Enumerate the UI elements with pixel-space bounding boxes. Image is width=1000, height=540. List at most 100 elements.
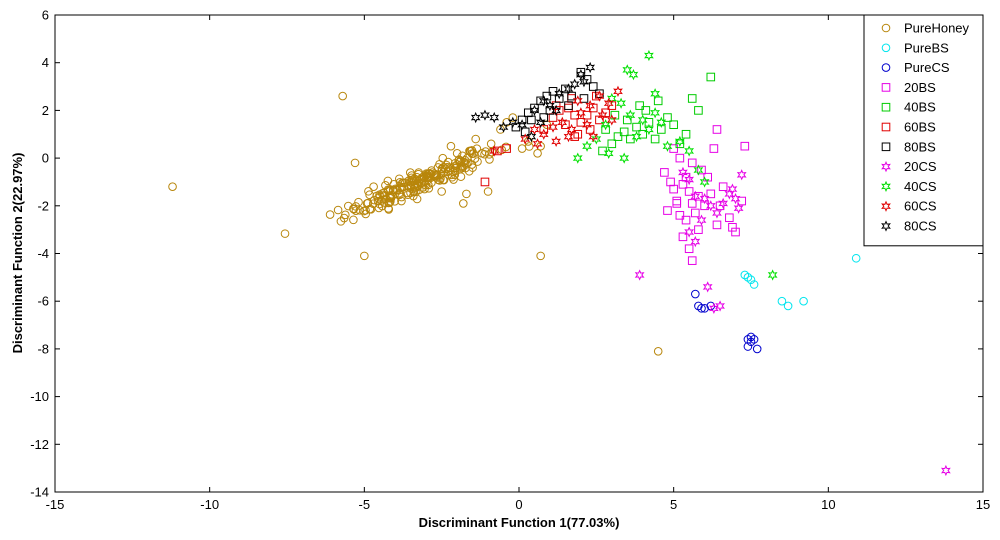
data-point [385, 193, 395, 203]
data-point [635, 101, 644, 110]
legend-marker [881, 200, 891, 212]
data-point [749, 335, 759, 344]
data-point [694, 225, 703, 234]
data-point [663, 113, 672, 122]
legend-marker [881, 122, 891, 132]
data-point [489, 145, 500, 157]
data-point [384, 205, 394, 214]
series-20BS [660, 125, 750, 265]
data-point [585, 99, 596, 112]
data-point [416, 174, 426, 184]
data-point [364, 186, 373, 196]
data-point [700, 304, 709, 313]
legend-marker [881, 102, 891, 112]
data-point [619, 152, 630, 164]
data-point [585, 61, 596, 74]
data-point [712, 220, 722, 230]
data-point [341, 210, 350, 220]
data-point [625, 109, 636, 121]
data-point [783, 301, 793, 311]
data-point [678, 232, 688, 242]
data-point [672, 199, 682, 208]
data-point [391, 184, 400, 194]
data-point [579, 76, 589, 88]
data-point [613, 132, 623, 141]
data-point [606, 114, 617, 126]
data-point [725, 213, 734, 223]
data-point [336, 217, 346, 226]
data-point [459, 157, 469, 167]
data-point [684, 244, 694, 254]
data-point [333, 205, 343, 215]
data-point [731, 227, 740, 237]
data-point [375, 190, 384, 199]
data-point [349, 204, 358, 213]
data-point [459, 199, 468, 208]
data-point [575, 107, 586, 119]
data-point [606, 92, 617, 105]
data-point [498, 121, 509, 133]
data-point [572, 152, 583, 164]
series-60BS [480, 91, 617, 187]
data-point [684, 173, 695, 186]
data-point [409, 180, 419, 190]
data-point [634, 269, 645, 281]
x-tick-label: -10 [200, 497, 219, 512]
data-point [730, 192, 741, 205]
series-80CS [470, 61, 596, 143]
data-point [662, 140, 673, 152]
legend-marker [881, 142, 891, 152]
legend-item: 40BS [881, 100, 936, 115]
data-point [743, 273, 753, 282]
y-tick-label: 2 [42, 103, 49, 118]
legend-label: PureCS [904, 60, 950, 75]
legend-marker [881, 180, 891, 193]
data-point [539, 125, 549, 134]
x-tick-label: 0 [515, 497, 522, 512]
data-point [554, 106, 564, 115]
data-point [567, 91, 576, 101]
data-point [529, 123, 540, 136]
y-tick-label: -10 [30, 389, 49, 404]
data-point [644, 49, 654, 62]
data-point [456, 172, 466, 181]
data-point [603, 147, 614, 159]
plot-area [54, 14, 984, 493]
data-point [486, 139, 496, 149]
data-point [746, 275, 756, 285]
y-tick-label: 6 [42, 8, 49, 23]
data-points [168, 49, 951, 477]
data-point [397, 196, 406, 206]
data-point [691, 289, 700, 299]
data-point [388, 187, 398, 196]
data-point [591, 133, 602, 145]
data-point [548, 121, 558, 133]
data-point [706, 72, 716, 82]
data-point [395, 183, 405, 192]
data-point [709, 144, 719, 153]
legend-item: 20BS [881, 80, 936, 95]
data-point [527, 115, 536, 125]
data-point [712, 207, 722, 219]
data-point [551, 104, 562, 117]
data-point [480, 149, 489, 159]
y-tick-label: -6 [37, 294, 49, 309]
legend-label: 40CS [904, 179, 937, 194]
data-point [564, 101, 573, 110]
data-point [694, 301, 703, 311]
data-point [563, 83, 574, 95]
data-point [653, 96, 663, 106]
legend-marker [881, 43, 891, 53]
legend-item: 40CS [881, 179, 937, 194]
legend-marker [881, 160, 891, 173]
series-60CS [489, 85, 623, 157]
data-point [613, 85, 623, 97]
data-point [694, 106, 703, 115]
x-tick-label: 5 [670, 497, 677, 512]
data-point [693, 164, 704, 176]
data-point [467, 149, 477, 159]
data-point [592, 91, 601, 101]
data-point [687, 158, 697, 168]
data-point [702, 281, 713, 293]
